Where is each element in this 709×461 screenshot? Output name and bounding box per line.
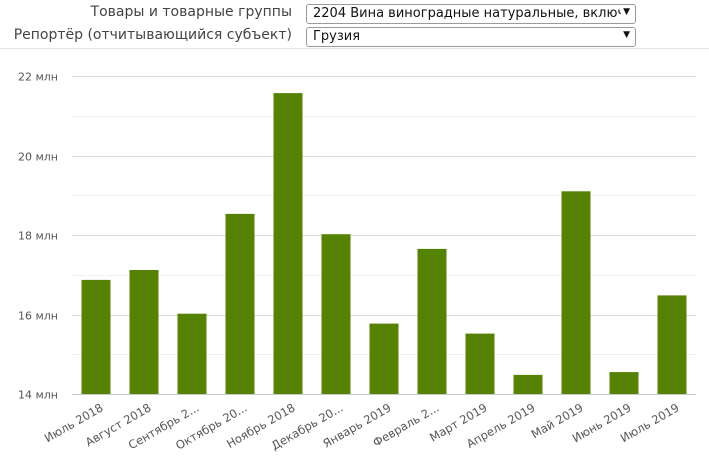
bar	[129, 270, 159, 394]
y-tick-label: 16 млн	[18, 310, 58, 323]
bar	[657, 295, 687, 394]
bar	[513, 374, 543, 394]
bar	[321, 234, 351, 394]
bar	[273, 93, 303, 394]
product-select[interactable]: 2204 Вина виноградные натуральные, включ…	[306, 4, 636, 24]
y-tick-label: 20 млн	[18, 151, 58, 164]
bar	[465, 333, 495, 394]
filter-panel: Товары и товарные группы 2204 Вина виног…	[0, 0, 709, 48]
chevron-down-icon: ▼	[623, 30, 630, 40]
y-tick-label: 14 млн	[18, 389, 58, 402]
header-divider	[0, 48, 709, 49]
bar	[369, 323, 399, 394]
y-tick-label: 18 млн	[18, 230, 58, 243]
reporter-select[interactable]: Грузия ▼	[306, 27, 636, 47]
bar	[609, 372, 639, 394]
bar	[225, 213, 255, 394]
chevron-down-icon: ▼	[623, 7, 630, 17]
y-tick-label: 22 млн	[18, 71, 58, 84]
bar	[417, 248, 447, 394]
product-select-value: 2204 Вина виноградные натуральные, включ…	[313, 6, 621, 21]
bar	[561, 191, 591, 394]
reporter-select-value: Грузия	[313, 29, 361, 44]
reporter-filter-label: Репортёр (отчитывающийся субъект)	[13, 27, 292, 43]
bar	[81, 279, 111, 394]
bar	[177, 313, 207, 394]
product-filter-label: Товары и товарные группы	[90, 4, 292, 20]
